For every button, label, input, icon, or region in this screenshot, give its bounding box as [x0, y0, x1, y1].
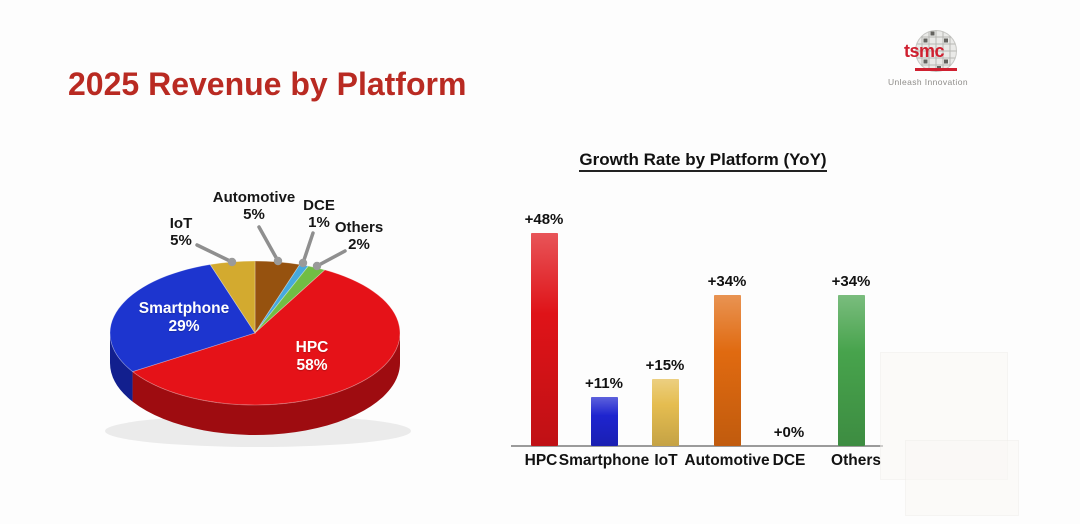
x-axis-line	[511, 445, 883, 447]
bar-category-label-others: Others	[831, 452, 881, 469]
pie-wall-smartphone	[110, 333, 133, 402]
tsmc-logo-mark: tsmc	[886, 28, 970, 74]
pie-wall-hpc	[132, 333, 400, 436]
bar-hpc	[530, 233, 558, 446]
bar-automotive	[713, 295, 741, 446]
pie-leader-line-others	[315, 249, 347, 268]
pie-leader-line-iot	[195, 243, 234, 264]
bar-category-label-smartphone: Smartphone	[558, 452, 650, 469]
tsmc-wafer-icon	[915, 30, 957, 72]
pie-leader-dot-iot	[227, 257, 237, 267]
pie-leader-line-dce	[301, 231, 315, 265]
bar-iot	[651, 379, 679, 446]
pie-slice-hpc	[131, 269, 401, 406]
tsmc-tagline: Unleash Innovation	[888, 77, 968, 87]
pie-leader-dot-automotive	[273, 256, 283, 266]
pie-leader-dot-others	[312, 261, 322, 271]
bar-smartphone	[590, 397, 618, 446]
bar-value-label-automotive: +34%	[707, 273, 747, 290]
tsmc-logo: tsmc Unleash Innovation	[886, 28, 970, 87]
bar-category-label-hpc: HPC	[524, 452, 558, 469]
bar-value-label-smartphone: +11%	[585, 375, 623, 392]
bar-chart-title-text: Growth Rate by Platform (YoY)	[579, 150, 827, 172]
bar-category-label-iot: IoT	[654, 452, 678, 469]
tsmc-logo-text: tsmc	[904, 41, 945, 61]
bar-value-label-iot: +15%	[645, 357, 685, 374]
pie-leader-line-automotive	[257, 225, 280, 263]
bar-chart-title: Growth Rate by Platform (YoY)	[503, 150, 903, 172]
pie-leader-dot-dce	[298, 258, 308, 268]
tsmc-logo-bar	[915, 68, 957, 71]
slide-title: 2025 Revenue by Platform	[68, 66, 467, 102]
bar-value-label-others: +34%	[831, 273, 871, 290]
bar-others	[837, 295, 865, 446]
bar-category-label-automotive: Automotive	[684, 452, 770, 469]
watermark-artifact	[905, 440, 1019, 516]
pie-slice-smartphone	[109, 264, 256, 373]
bar-category-label-dce: DCE	[772, 452, 806, 469]
bar-value-label-hpc: +48%	[524, 211, 564, 228]
bar-value-label-dce: +0%	[773, 424, 805, 441]
